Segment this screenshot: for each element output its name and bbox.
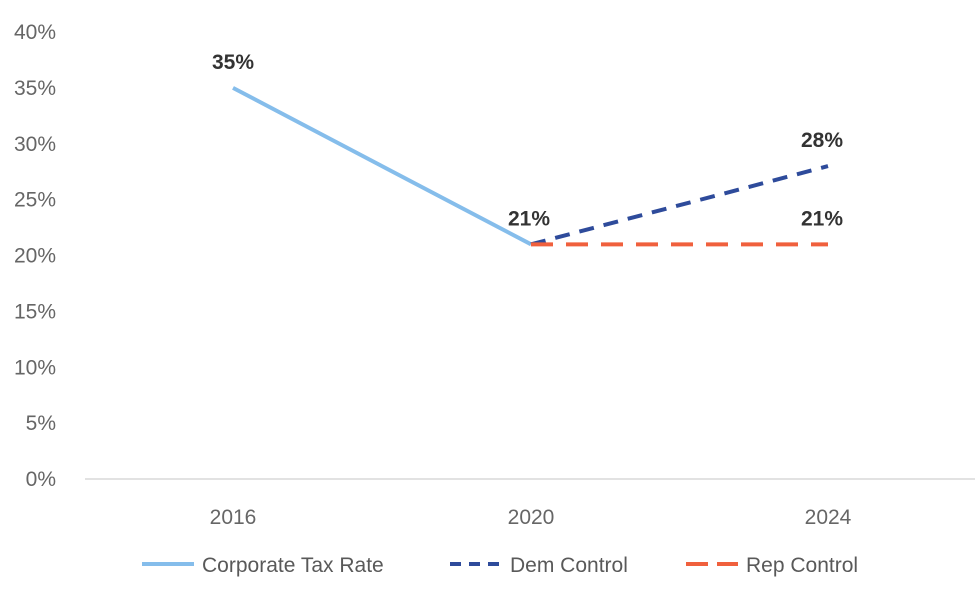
y-axis: 0% 5% 10% 15% 20% 25% 30% 35% 40% — [14, 21, 56, 491]
x-tick-label: 2020 — [508, 506, 555, 529]
y-tick-label: 25% — [14, 189, 56, 212]
data-label: 21% — [508, 207, 550, 230]
y-tick-label: 15% — [14, 300, 56, 323]
data-label: 21% — [801, 207, 843, 230]
y-tick-label: 30% — [14, 133, 56, 156]
x-axis: 2016 2020 2024 — [210, 506, 852, 529]
data-label: 28% — [801, 129, 843, 152]
series-lines — [232, 86, 829, 247]
y-tick-label: 5% — [26, 412, 56, 435]
series-line — [530, 164, 829, 247]
legend: Corporate Tax Rate Dem Control Rep Control — [142, 554, 858, 577]
legend-label: Rep Control — [746, 554, 858, 577]
y-tick-label: 35% — [14, 77, 56, 100]
legend-label: Corporate Tax Rate — [202, 554, 384, 577]
data-labels: 35% 21% 28% 21% — [212, 51, 843, 230]
y-tick-label: 40% — [14, 21, 56, 44]
data-label: 35% — [212, 51, 254, 74]
y-tick-label: 0% — [26, 468, 56, 491]
x-tick-label: 2016 — [210, 506, 257, 529]
y-tick-label: 20% — [14, 245, 56, 268]
legend-item: Dem Control — [450, 554, 628, 577]
x-tick-label: 2024 — [805, 506, 852, 529]
legend-item: Corporate Tax Rate — [142, 554, 384, 577]
legend-label: Dem Control — [510, 554, 628, 577]
y-tick-label: 10% — [14, 356, 56, 379]
series-line — [232, 86, 532, 247]
legend-item: Rep Control — [686, 554, 858, 577]
